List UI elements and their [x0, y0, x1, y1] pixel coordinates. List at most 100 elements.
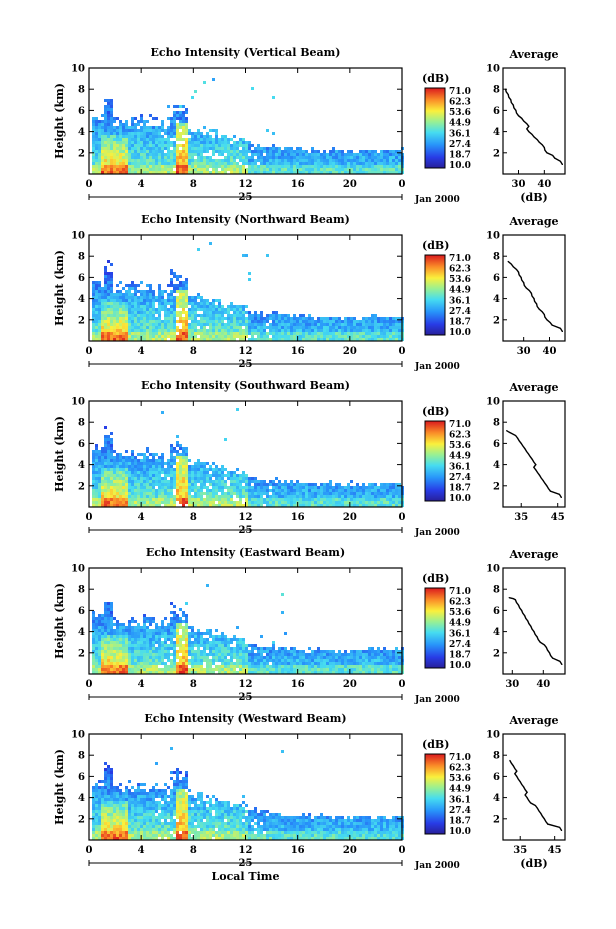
colorbar-band: [425, 100, 445, 102]
heatmap-cell: [269, 156, 272, 159]
heatmap-cell: [242, 480, 245, 483]
heatmap-cell: [161, 495, 164, 498]
heatmap-cell: [188, 489, 191, 492]
heatmap-cell: [344, 332, 347, 335]
heatmap-cell: [149, 338, 152, 341]
heatmap-cell: [164, 156, 167, 159]
heatmap-cell: [176, 111, 179, 114]
heatmap-cell: [191, 338, 194, 341]
heatmap-cell: [224, 468, 227, 471]
heatmap-cell: [104, 314, 107, 317]
heatmap-cell: [374, 504, 377, 507]
heatmap-cell: [140, 495, 143, 498]
heatmap-cell: [131, 147, 134, 150]
heatmap-cell: [326, 483, 329, 486]
heatmap-cell: [182, 114, 185, 117]
heatmap-cell: [236, 320, 239, 323]
heatmap-cell: [218, 305, 221, 308]
heatmap-cell: [152, 171, 155, 174]
heatmap-cell: [161, 468, 164, 471]
heatmap-cell: [212, 504, 215, 507]
heatmap-cell: [278, 495, 281, 498]
heatmap-cell: [167, 462, 170, 465]
heatmap-cell: [293, 495, 296, 498]
heatmap-cell: [362, 162, 365, 165]
colorbar-band: [425, 426, 445, 428]
heatmap-cell: [143, 668, 146, 671]
heatmap-cell: [95, 647, 98, 650]
heatmap-cell: [116, 626, 119, 629]
heatmap-cell: [239, 156, 242, 159]
heatmap-cell: [185, 299, 188, 302]
heatmap-cell: [272, 168, 275, 171]
heatmap-cell: [113, 129, 116, 132]
heatmap-cell: [176, 165, 179, 168]
heatmap-cell: [203, 668, 206, 671]
heatmap-cell: [191, 486, 194, 489]
heatmap-cell: [92, 623, 95, 626]
heatmap-cell: [323, 483, 326, 486]
heatmap-cell: [161, 465, 164, 468]
heatmap-cell: [104, 168, 107, 171]
colorbar-band: [425, 466, 445, 468]
heatmap-cell: [155, 671, 158, 674]
heatmap-cell: [191, 471, 194, 474]
heatmap-cell: [113, 456, 116, 459]
heatmap-cell: [98, 162, 101, 165]
heatmap-cell: [278, 504, 281, 507]
heatmap-cell: [356, 504, 359, 507]
heatmap-cell: [101, 647, 104, 650]
heatmap-cell: [365, 492, 368, 495]
heatmap-cell: [242, 168, 245, 171]
heatmap-cell: [335, 495, 338, 498]
heatmap-cell: [110, 141, 113, 144]
heatmap-cell: [206, 480, 209, 483]
heatmap-cell: [152, 459, 155, 462]
heatmap-cell: [167, 459, 170, 462]
heatmap-cell: [146, 332, 149, 335]
heatmap-cell: [254, 150, 257, 153]
heatmap-cell: [131, 317, 134, 320]
heatmap-cell: [176, 644, 179, 647]
heatmap-cell: [104, 620, 107, 623]
heatmap-cell: [188, 141, 191, 144]
heatmap-cell: [131, 656, 134, 659]
heatmap-cell: [257, 326, 260, 329]
heatmap-cell: [101, 135, 104, 138]
colorbar-band: [425, 90, 445, 92]
heatmap-cell: [182, 492, 185, 495]
heatmap-cell: [299, 486, 302, 489]
heatmap-cell: [110, 165, 113, 168]
heatmap-cell: [392, 492, 395, 495]
heatmap-cell: [104, 302, 107, 305]
heatmap-cell: [170, 611, 173, 614]
colorbar-band: [425, 464, 445, 466]
heatmap-cell: [152, 617, 155, 620]
heatmap-cell: [272, 332, 275, 335]
heatmap-cell: [332, 492, 335, 495]
heatmap-cell: [203, 671, 206, 674]
heatmap-cell: [296, 156, 299, 159]
heatmap-cell: [149, 147, 152, 150]
heatmap-cell: [245, 150, 248, 153]
heatmap-cell: [122, 647, 125, 650]
heatmap-cell: [320, 335, 323, 338]
heatmap-cell: [320, 317, 323, 320]
heatmap-cell: [104, 492, 107, 495]
heatmap-cell: [140, 138, 143, 141]
heatmap-cell: [137, 662, 140, 665]
heatmap-cell: [185, 296, 188, 299]
heatmap-cell: [224, 171, 227, 174]
heatmap-cell: [356, 326, 359, 329]
heatmap-cell: [206, 489, 209, 492]
heatmap-cell: [155, 468, 158, 471]
heatmap-cell: [125, 162, 128, 165]
heatmap-cell: [197, 248, 200, 251]
heatmap-cell: [140, 650, 143, 653]
heatmap-cell: [359, 338, 362, 341]
heatmap-cell: [380, 492, 383, 495]
heatmap-cell: [221, 498, 224, 501]
heatmap-cell: [170, 171, 173, 174]
heatmap-cell: [326, 168, 329, 171]
heatmap-cell: [317, 332, 320, 335]
